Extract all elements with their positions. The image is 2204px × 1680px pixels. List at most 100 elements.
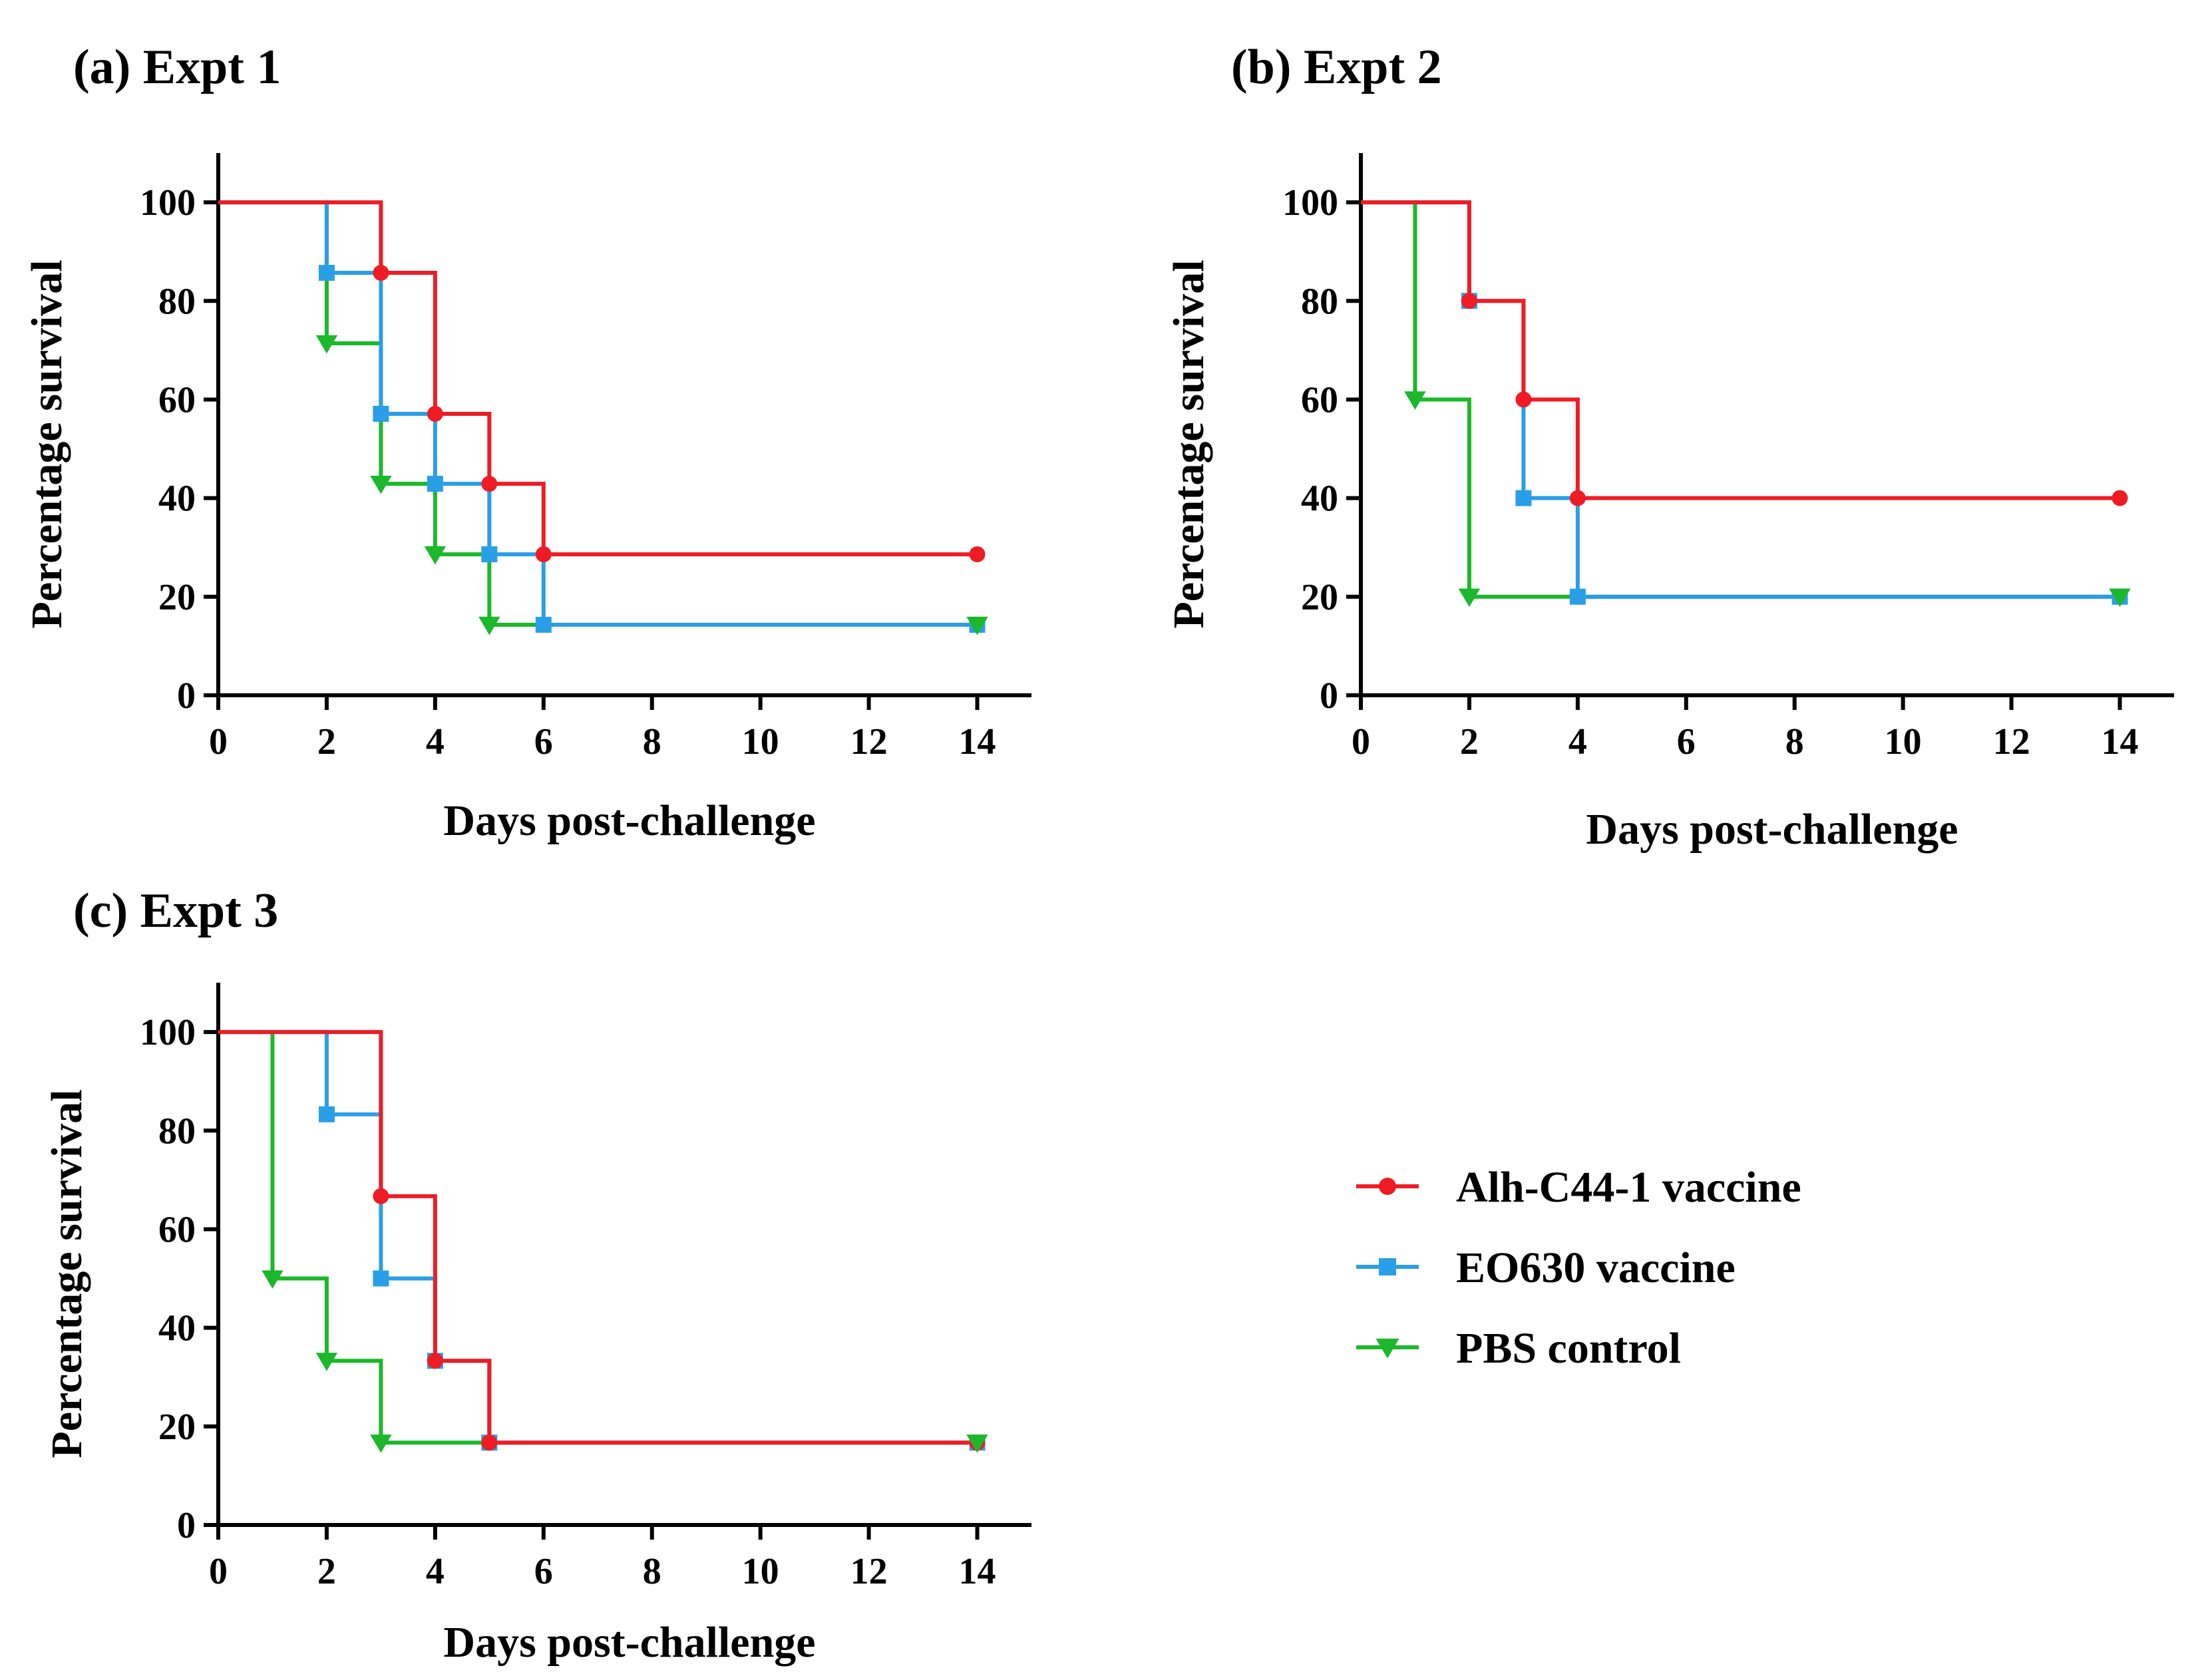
data-point-marker [373, 1188, 389, 1204]
data-point-marker [373, 265, 389, 281]
data-point-marker [478, 616, 500, 635]
data-point-marker [535, 617, 552, 633]
x-tick-label: 2 [317, 1551, 336, 1592]
legend-label: PBS control [1456, 1324, 1681, 1373]
x-tick-label: 14 [959, 1551, 996, 1592]
data-point-marker [373, 405, 389, 422]
x-tick-label: 8 [643, 721, 661, 762]
y-tick-label: 0 [177, 1505, 196, 1546]
chart-panel-3: (c) Expt 3 0 20 40 60 80 100 0 2 4 6 8 10 12 14 Days po… [43, 884, 1031, 1667]
data-point-marker [966, 616, 988, 635]
data-point-marker [2109, 588, 2131, 607]
x-tick-label: 12 [1993, 721, 2030, 762]
chart-panel-2: (b) Expt 2 0 20 40 60 80 100 0 2 4 6 8 10 12 14 Days po… [1165, 40, 2174, 854]
x-tick-label: 4 [426, 721, 445, 762]
panel-title: (a) Expt 1 [73, 40, 281, 94]
y-tick-label: 80 [158, 281, 196, 322]
data-point-marker [969, 546, 986, 563]
x-tick-label: 0 [1352, 721, 1370, 762]
data-point-marker [373, 1270, 389, 1287]
data-point-marker [1569, 490, 1586, 506]
data-point-marker [1404, 391, 1426, 410]
series-line-eo630-vaccine [218, 1030, 978, 1445]
x-tick-label: 6 [1677, 721, 1696, 762]
x-tick-label: 2 [317, 721, 336, 762]
y-axis-label: Percentage survival [23, 259, 71, 628]
x-tick-label: 4 [1568, 721, 1587, 762]
x-tick-label: 8 [1785, 721, 1804, 762]
data-point-marker [535, 546, 552, 563]
x-tick-label: 12 [850, 1551, 888, 1592]
data-point-marker [481, 546, 498, 563]
x-tick-label: 10 [1885, 721, 1922, 762]
legend-marker [1376, 1338, 1399, 1359]
y-tick-label: 100 [140, 1012, 196, 1053]
y-tick-label: 100 [1282, 182, 1338, 224]
legend-marker [1379, 1178, 1396, 1195]
series-line-alh-c44-1-vaccine [1361, 200, 2120, 500]
y-tick-label: 60 [158, 1209, 196, 1250]
data-point-marker [370, 476, 392, 494]
x-tick-label: 0 [209, 721, 228, 762]
y-axis-label: Percentage survival [1165, 259, 1213, 628]
legend-label: EO630 vaccine [1456, 1244, 1736, 1292]
x-tick-label: 14 [959, 721, 996, 762]
y-tick-label: 40 [158, 1308, 196, 1349]
data-point-marker [1515, 490, 1532, 506]
x-tick-label: 12 [850, 721, 888, 762]
y-tick-label: 60 [1301, 379, 1338, 420]
legend: Alh-C44-1 vaccine EO630 vaccine PBS contro… [1356, 1163, 1801, 1373]
data-point-marker [424, 546, 447, 565]
legend-label: Alh-C44-1 vaccine [1456, 1163, 1801, 1212]
data-point-marker [427, 1353, 443, 1369]
x-axis-label: Days post-challenge [443, 796, 815, 845]
chart-panel-1: (a) Expt 1 0 20 40 60 80 100 0 2 4 6 8 10 12 14 Days po… [23, 40, 1031, 845]
series-line-eo630-vaccine [1361, 200, 2120, 599]
y-tick-label: 0 [177, 675, 196, 717]
y-tick-label: 40 [1301, 478, 1338, 520]
y-tick-label: 20 [158, 1407, 196, 1448]
x-tick-label: 8 [643, 1551, 661, 1592]
x-tick-label: 14 [2102, 721, 2139, 762]
x-tick-label: 0 [209, 1551, 228, 1592]
data-point-marker [1461, 293, 1477, 309]
y-tick-label: 40 [158, 478, 196, 520]
series-line-alh-c44-1-vaccine [218, 200, 978, 557]
y-tick-label: 80 [158, 1110, 196, 1152]
data-point-marker [318, 265, 335, 281]
data-point-marker [262, 1270, 283, 1289]
legend-marker [1379, 1258, 1396, 1275]
x-axis-label: Days post-challenge [1586, 805, 1958, 854]
panel-title: (c) Expt 3 [73, 884, 278, 938]
data-point-marker [370, 1434, 392, 1453]
data-point-marker [966, 1434, 988, 1453]
x-tick-label: 10 [742, 1551, 779, 1592]
series-line-alh-c44-1-vaccine [218, 1030, 978, 1445]
data-point-marker [427, 476, 443, 492]
y-tick-label: 60 [158, 379, 196, 420]
data-point-marker [315, 1353, 338, 1371]
data-point-marker [1569, 588, 1586, 605]
x-tick-label: 6 [534, 1551, 553, 1592]
data-point-marker [481, 1434, 498, 1451]
data-point-marker [2112, 490, 2128, 506]
x-tick-label: 4 [426, 1551, 445, 1592]
data-point-marker [318, 1106, 335, 1122]
y-tick-label: 20 [1301, 577, 1338, 618]
y-tick-label: 0 [1320, 675, 1338, 717]
x-tick-label: 6 [534, 721, 553, 762]
data-point-marker [315, 335, 338, 354]
data-point-marker [481, 476, 498, 492]
series-line-eo630-vaccine [218, 200, 978, 627]
y-tick-label: 20 [158, 577, 196, 618]
x-axis-label: Days post-challenge [443, 1618, 815, 1667]
data-point-marker [427, 405, 443, 422]
series-line-pbs-control [1361, 200, 2120, 599]
x-tick-label: 10 [742, 721, 779, 762]
series-line-pbs-control [218, 1030, 978, 1445]
panel-title: (b) Expt 2 [1231, 40, 1442, 94]
y-axis-label: Percentage survival [43, 1089, 91, 1458]
data-point-marker [1515, 391, 1532, 408]
data-point-marker [1458, 588, 1481, 607]
